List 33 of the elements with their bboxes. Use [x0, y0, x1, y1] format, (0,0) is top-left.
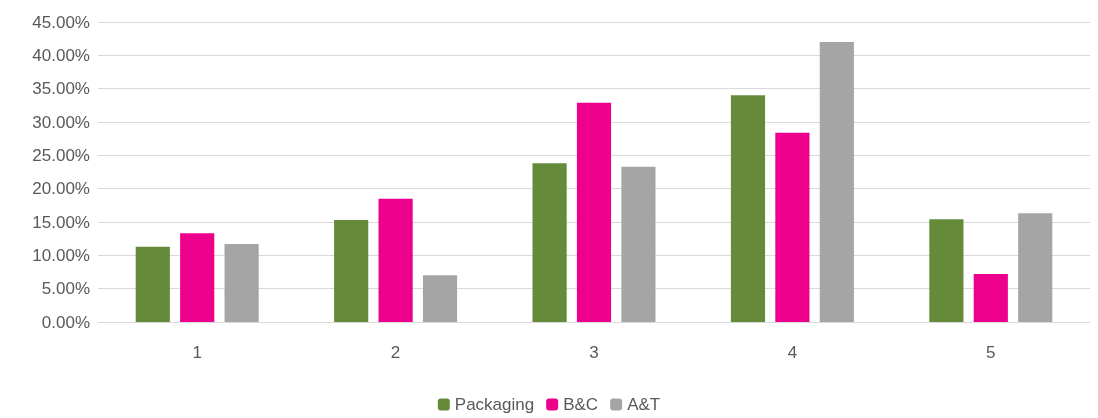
bar	[180, 233, 215, 322]
bar	[224, 244, 259, 322]
x-tick-label: 2	[390, 343, 401, 362]
legend-label: A&T	[627, 395, 661, 414]
y-tick-label: 5.00%	[41, 279, 90, 299]
bar	[1018, 213, 1053, 322]
bar	[135, 246, 170, 322]
x-tick-label: 5	[986, 343, 996, 362]
bar	[576, 102, 612, 322]
y-tick-label: 25.00%	[32, 145, 90, 165]
bar	[730, 95, 766, 322]
y-tick-label: 35.00%	[32, 79, 90, 99]
y-tick-label: 30.00%	[32, 112, 90, 132]
legend-label: B&C	[563, 395, 599, 414]
bar	[819, 42, 854, 322]
x-tick-label: 3	[589, 343, 599, 362]
bar	[532, 163, 567, 322]
bar	[929, 219, 964, 322]
bar	[973, 274, 1008, 322]
bar	[422, 275, 458, 322]
y-tick-label: 0.00%	[41, 312, 90, 332]
bar	[621, 166, 656, 322]
bar	[775, 132, 810, 322]
bar	[378, 198, 413, 322]
y-tick-label: 10.00%	[32, 245, 90, 265]
legend-label: Packaging	[454, 395, 535, 414]
x-tick-label: 1	[192, 343, 202, 362]
y-tick-label: 40.00%	[32, 45, 90, 65]
bar	[334, 220, 369, 322]
y-tick-label: 20.00%	[32, 179, 90, 199]
x-tick-label: 4	[787, 343, 798, 362]
y-tick-label: 15.00%	[32, 212, 90, 232]
y-tick-label: 45.00%	[32, 12, 90, 32]
